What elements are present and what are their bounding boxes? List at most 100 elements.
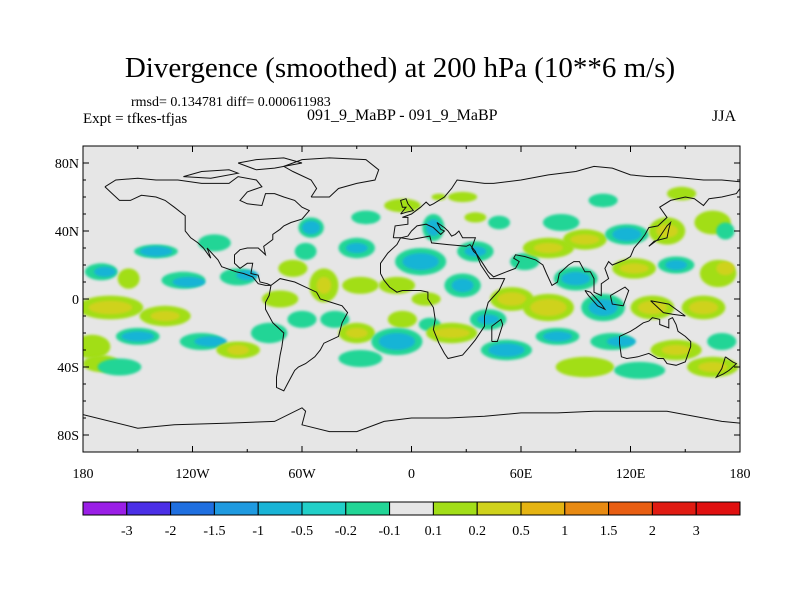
colorbar-swatch [213, 501, 259, 516]
field-contour-35 [338, 350, 383, 367]
field-contour-49 [402, 253, 439, 271]
colorbar-swatch [170, 501, 215, 516]
field-contour-34 [345, 327, 368, 339]
field-contour-60 [433, 327, 470, 339]
coastline-13 [237, 157, 303, 171]
field-contour-37 [345, 242, 368, 254]
coastline-12 [83, 407, 740, 433]
colorbar-swatch [520, 501, 566, 516]
coastline-3 [380, 235, 506, 360]
lon-tick-label: 60E [510, 467, 533, 482]
field-contour-22 [227, 344, 250, 356]
colorbar-label: 0.2 [468, 524, 486, 539]
lat-tick-label: 80N [55, 157, 79, 172]
field-contour-31 [316, 276, 332, 294]
coastline-1 [265, 278, 349, 392]
plot-title: Divergence (smoothed) at 200 hPa (10**6 … [124, 52, 676, 84]
lat-tick-label: 40N [55, 225, 79, 240]
colorbar-swatch [564, 501, 610, 516]
season-label: JJA [712, 108, 737, 125]
field-contour-84 [619, 263, 649, 274]
coastline-5 [399, 198, 415, 215]
field-contour-1 [139, 246, 173, 257]
field-contour-17 [194, 336, 228, 347]
lon-tick-label: 120W [175, 467, 210, 482]
field-contour-5 [117, 268, 140, 289]
field-contour-46 [464, 212, 487, 223]
coastline-7 [491, 318, 504, 342]
coastline-layer [83, 157, 740, 433]
field-contour-72 [542, 214, 580, 231]
coastline-14 [183, 169, 240, 179]
colorbar-swatch [695, 501, 741, 516]
field-contour-66 [488, 343, 525, 357]
field-contour-107 [698, 361, 728, 373]
field-contour-74 [612, 227, 642, 242]
subtitle: 091_9_MaBP - 091_9_MaBP [307, 107, 498, 124]
colorbar-swatch [126, 501, 172, 516]
colorbar-label: -0.5 [291, 524, 313, 539]
lon-tick-label: 0 [408, 467, 415, 482]
colorbar-label: 1 [561, 524, 568, 539]
lat-tick-label: 80S [57, 429, 79, 444]
field-contour-40 [378, 276, 416, 294]
colorbar-label: -1 [252, 524, 264, 539]
field-contour-80 [588, 193, 618, 208]
field-contour-82 [561, 271, 591, 286]
field-contour-96 [688, 300, 719, 315]
lat-tick-label: 40S [57, 361, 79, 376]
colorbar-swatch [389, 501, 434, 516]
field-contour-94 [637, 300, 668, 315]
field-contour-55 [387, 310, 417, 328]
lon-tick-label: 180 [73, 467, 94, 482]
colorbar-swatch [345, 501, 391, 516]
colorbar-label: -0.1 [379, 524, 401, 539]
field-contour-62 [497, 292, 527, 306]
field-contour-23 [250, 322, 288, 344]
field-contour-57 [378, 333, 416, 350]
coastline-0 [104, 176, 311, 286]
coastline-4 [392, 165, 740, 297]
colorbar-label: 0.1 [425, 524, 443, 539]
colorbar-swatch [432, 501, 478, 516]
field-contour-104 [555, 356, 615, 378]
lon-tick-label: 180 [730, 467, 751, 482]
field-contour-100 [606, 336, 636, 347]
coastline-11 [648, 220, 672, 247]
field-contour-69 [533, 242, 563, 254]
lon-tick-label: 60W [288, 467, 316, 482]
field-contour-24 [287, 310, 317, 328]
field-contour-90 [530, 299, 567, 316]
field-contour-98 [542, 331, 573, 342]
lon-tick-label: 120E [616, 467, 646, 482]
colorbar-label: 1.5 [600, 524, 618, 539]
colorbar-label: -0.2 [335, 524, 357, 539]
coastline-8 [584, 290, 607, 311]
colorbar-swatch [301, 501, 347, 516]
colorbar-label: 0.5 [512, 524, 530, 539]
colorbar-swatch [257, 501, 303, 516]
field-contour-79 [667, 186, 697, 201]
colorbar: -3 -2 -1.5 -1 -0.5 -0.2 -0.1 0.1 0.2 0.5 1 1.5 2 3 [82, 501, 741, 539]
field-contour-7 [172, 276, 206, 288]
field-contour-78 [716, 222, 735, 240]
field-contour-18 [83, 334, 111, 359]
field-contour-88 [716, 261, 735, 276]
field-contour-4 [93, 266, 116, 277]
coastline-10 [650, 300, 686, 317]
coastline-15 [714, 356, 738, 379]
field-contour-64 [477, 314, 500, 325]
field-contour-11 [88, 300, 133, 315]
coastline-6 [619, 317, 692, 366]
field-contour-38 [351, 210, 381, 225]
lat-tick-label: 0 [72, 293, 79, 308]
map-background [83, 146, 740, 452]
field-contour-45 [448, 191, 478, 203]
field-contour-13 [150, 310, 180, 322]
colorbar-label: -3 [121, 524, 133, 539]
stats-text: rmsd= 0.134781 diff= 0.000611983 [131, 95, 331, 110]
field-contour-20 [97, 358, 142, 376]
colorbar-label: -1.5 [203, 524, 225, 539]
field-contour-51 [451, 278, 474, 293]
field-contour-54 [411, 292, 441, 306]
